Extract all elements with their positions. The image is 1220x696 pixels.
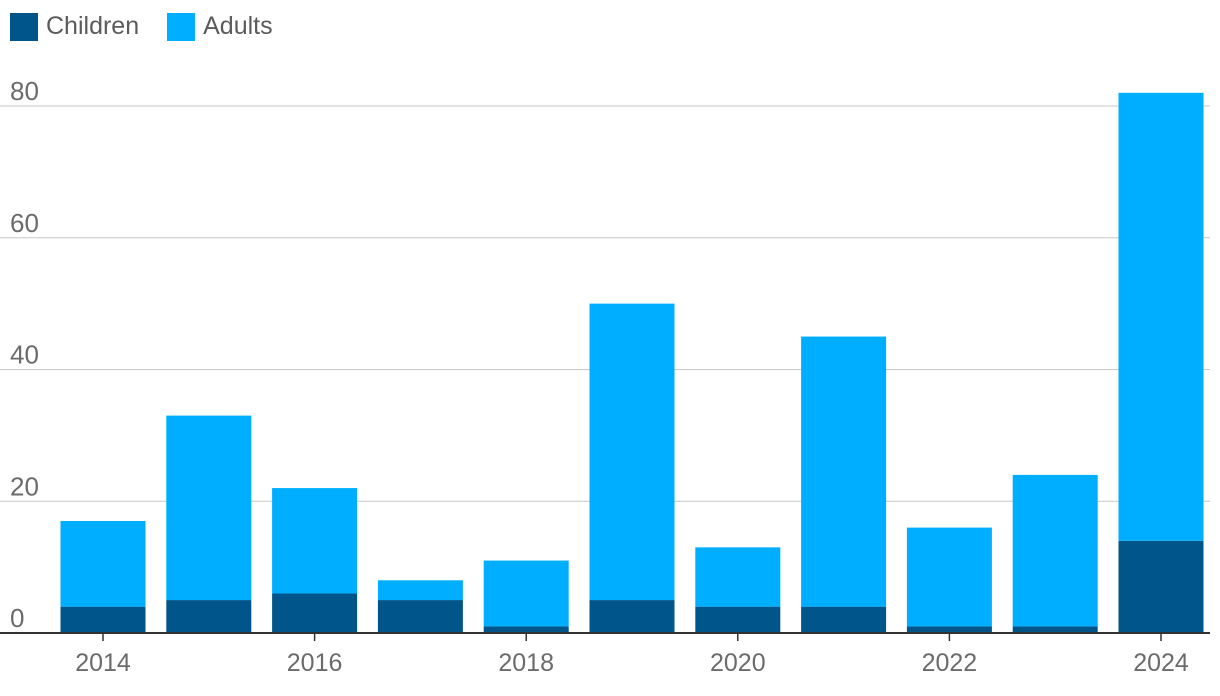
bar-adults-2023: [1012, 474, 1098, 627]
bar-children-2020: [695, 606, 781, 633]
bar-children-2018: [483, 626, 569, 633]
bar-children-2014: [60, 606, 146, 633]
bar-children-2019: [589, 600, 675, 633]
bar-adults-2018: [483, 560, 569, 627]
legend-label-adults: Adults: [203, 12, 273, 40]
y-tick-label-20: 20: [10, 471, 39, 501]
bar-adults-2021: [801, 336, 887, 607]
bar-adults-2016: [272, 488, 358, 594]
bar-adults-2022: [906, 527, 992, 627]
x-tick-label-2014: 2014: [75, 649, 131, 677]
bar-adults-2020: [695, 547, 781, 607]
bar-adults-2015: [166, 415, 252, 601]
bar-children-2016: [272, 593, 358, 633]
x-tick-label-2020: 2020: [710, 649, 766, 677]
legend-item-children: Children: [10, 12, 139, 41]
legend-swatch-children: [10, 12, 38, 41]
bar-children-2023: [1012, 626, 1098, 633]
legend-swatch-adults: [167, 12, 196, 41]
y-tick-label-40: 40: [10, 340, 39, 370]
x-tick-label-2024: 2024: [1133, 649, 1189, 677]
x-tick-label-2022: 2022: [922, 649, 978, 677]
bar-adults-2017: [377, 580, 463, 601]
legend-item-adults: Adults: [167, 12, 273, 41]
y-tick-label-80: 80: [10, 76, 39, 106]
bar-adults-2019: [589, 303, 675, 601]
bar-children-2021: [801, 606, 887, 633]
x-tick-label-2018: 2018: [498, 649, 554, 677]
legend: Children Adults: [10, 12, 301, 41]
y-tick-label-60: 60: [10, 208, 39, 238]
bar-children-2022: [906, 626, 992, 633]
x-tick-label-2016: 2016: [287, 649, 343, 677]
bar-children-2017: [377, 600, 463, 633]
bar-adults-2014: [60, 521, 146, 607]
y-tick-label-0: 0: [10, 603, 24, 633]
bar-children-2024: [1118, 540, 1204, 633]
bar-adults-2024: [1118, 92, 1204, 541]
bar-children-2015: [166, 600, 252, 633]
legend-label-children: Children: [46, 12, 140, 40]
